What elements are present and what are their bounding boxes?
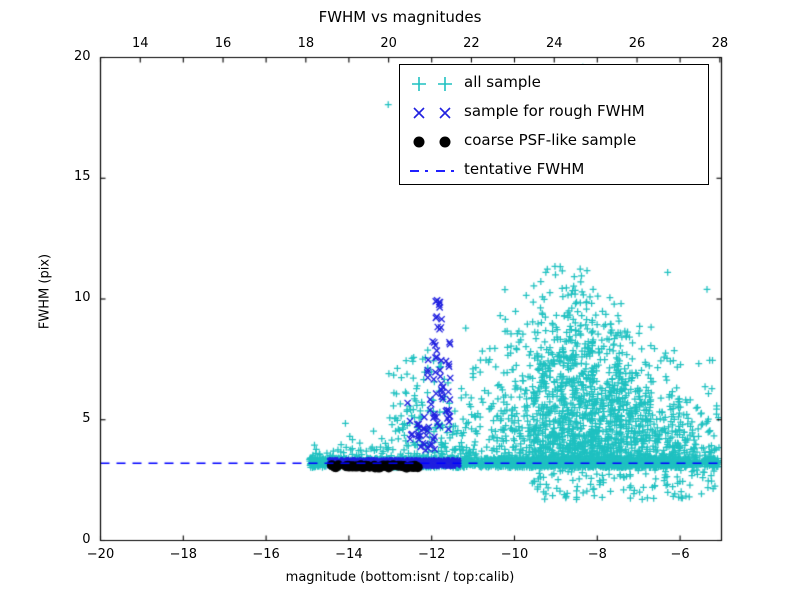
legend-entry-3[interactable]: tentative FWHM (400, 156, 710, 186)
ytick-4: 20 (73, 48, 91, 64)
legend-marker-plus-icon-2 (434, 69, 456, 99)
legend-marker-dashes-icon-2 (434, 156, 456, 186)
legend-label-3: tentative FWHM (464, 160, 585, 178)
legend-label-2: coarse PSF-like sample (464, 131, 637, 149)
legend-marker-cross-icon (408, 98, 430, 128)
xtick-bottom-4: −12 (417, 546, 446, 562)
legend-entry-2[interactable]: coarse PSF-like sample (400, 127, 710, 157)
xtick-top-2: 18 (297, 35, 315, 51)
xtick-bottom-0: −20 (86, 546, 115, 562)
ytick-2: 10 (73, 290, 91, 305)
legend-marker-cross-icon-2 (434, 98, 456, 128)
xtick-top-7: 28 (711, 35, 729, 51)
ytick-0: 0 (82, 531, 91, 547)
xtick-bottom-2: −16 (252, 546, 280, 562)
legend-label-0: all sample (464, 73, 541, 91)
xtick-bottom-3: −14 (335, 546, 363, 562)
legend-label-1: sample for rough FWHM (464, 102, 645, 120)
legend-marker-plus-icon (408, 69, 430, 99)
chart-legend[interactable]: all sample sample for rough FWHM coarse PS… (399, 64, 709, 185)
legend-entry-1[interactable]: sample for rough FWHM (400, 98, 710, 128)
xtick-top-3: 20 (380, 35, 397, 51)
ytick-1: 5 (82, 410, 91, 426)
legend-entry-0[interactable]: all sample (400, 69, 710, 99)
legend-marker-dashes-icon (408, 156, 430, 186)
xtick-top-5: 24 (545, 35, 563, 51)
legend-marker-dot-icon-2 (434, 127, 456, 157)
xtick-top-1: 16 (214, 35, 232, 51)
xtick-bottom-6: −8 (587, 546, 607, 562)
ytick-3: 15 (73, 169, 91, 185)
xtick-top-6: 26 (628, 35, 646, 51)
xtick-bottom-5: −10 (500, 546, 529, 562)
xtick-top-0: 14 (131, 35, 149, 51)
xtick-bottom-7: −6 (670, 546, 690, 562)
legend-marker-dot-icon (408, 127, 430, 157)
xtick-top-4: 22 (463, 35, 480, 51)
xtick-bottom-1: −18 (169, 546, 198, 562)
